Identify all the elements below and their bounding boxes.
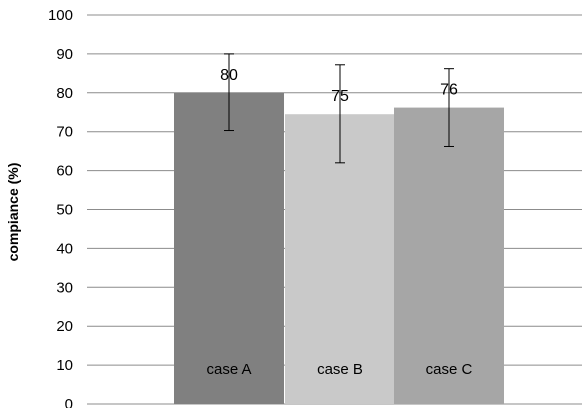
y-tick-label-0: 0 [65, 396, 73, 408]
data-label-3: 76 [440, 82, 458, 99]
category-label-3: case C [426, 361, 473, 378]
y-tick-label-100: 100 [48, 7, 73, 24]
y-tick-label-80: 80 [56, 85, 73, 102]
y-tick-label-20: 20 [56, 318, 73, 335]
category-label-2: case B [317, 361, 363, 378]
bar-case-a [174, 92, 284, 405]
data-label-2: 75 [331, 88, 349, 105]
y-axis-title: compiance (%) [5, 163, 21, 262]
bars [174, 92, 504, 405]
y-tick-label-60: 60 [56, 163, 73, 180]
y-tick-label-90: 90 [56, 46, 73, 63]
y-tick-label-70: 70 [56, 124, 73, 141]
y-tick-label-30: 30 [56, 279, 73, 296]
y-tick-labels: 0 10 20 30 40 50 60 70 80 90 100 [48, 7, 73, 408]
labels: 80 case A 75 case B 76 case C [206, 67, 472, 378]
y-tick-label-50: 50 [56, 202, 73, 219]
category-label-1: case A [206, 361, 251, 378]
y-tick-label-40: 40 [56, 240, 73, 257]
data-label-1: 80 [220, 67, 238, 84]
bar-case-c [394, 107, 504, 404]
error-bars [224, 53, 454, 164]
y-tick-label-10: 10 [56, 357, 73, 374]
